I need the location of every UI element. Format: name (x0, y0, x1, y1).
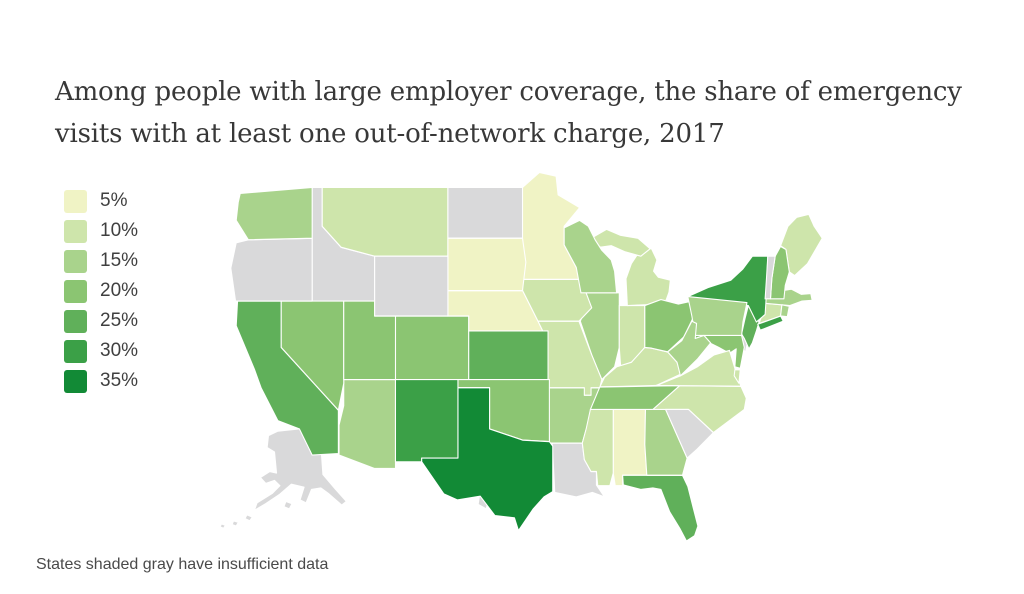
state-mi[interactable]: Michigan: 10% (625, 246, 671, 307)
state-ak[interactable]: Alaska: insufficient data (219, 523, 226, 529)
legend-swatch-10 (64, 219, 87, 243)
state-az[interactable]: Arizona: 15% (338, 378, 397, 470)
state-co[interactable]: Colorado: 20% (394, 315, 470, 381)
legend-label-20: 20% (100, 280, 139, 301)
state-ak[interactable]: Alaska: insufficient data (253, 426, 347, 511)
legend-swatch-15 (64, 249, 87, 273)
state-mt[interactable]: Montana: 10% (321, 186, 449, 257)
state-wv[interactable]: West Virginia: 15% (667, 320, 712, 377)
state-ms[interactable]: Mississippi: 10% (581, 408, 614, 487)
state-nc[interactable]: North Carolina: 10% (652, 384, 747, 434)
state-ne[interactable]: Nebraska: 5% (447, 289, 544, 332)
legend-swatch-35 (64, 369, 87, 393)
legend-label-10: 10% (100, 220, 139, 241)
map-legend: 5% 10% 15% 20% 25% 30% 35% (64, 186, 138, 396)
state-ks[interactable]: Kansas: 25% (468, 330, 550, 381)
state-mo[interactable]: Missouri: 10% (537, 320, 603, 396)
state-vt[interactable]: Vermont: insufficient data (764, 255, 776, 300)
state-wy[interactable]: Wyoming: insufficient data (374, 255, 449, 317)
legend-row-35: 35% (64, 366, 138, 396)
state-pa[interactable]: Pennsylvania: 15% (687, 295, 748, 337)
state-wi[interactable]: Wisconsin: 15% (563, 219, 618, 294)
map-footnote: States shaded gray have insufficient dat… (36, 556, 329, 573)
legend-row-20: 20% (64, 276, 138, 306)
legend-swatch-30 (64, 339, 87, 363)
state-or[interactable]: Oregon: insufficient data (230, 237, 313, 302)
legend-label-5: 5% (100, 190, 128, 211)
legend-swatch-5 (64, 189, 87, 213)
us-choropleth-map: Alabama: 5% Alaska: insufficient data Alas… (219, 171, 823, 542)
state-al[interactable]: Alabama: 5% (612, 408, 648, 487)
state-ak[interactable]: Alaska: insufficient data (244, 514, 253, 522)
state-sc[interactable]: South Carolina: insufficient data (665, 408, 714, 459)
state-mn[interactable]: Minnesota: 5% (521, 171, 582, 280)
legend-row-5: 5% (64, 186, 138, 216)
state-wa[interactable]: Washington: 15% (235, 186, 313, 241)
state-nv[interactable]: Nevada: 20% (280, 300, 345, 411)
legend-row-30: 30% (64, 336, 138, 366)
chart-title: Among people with large employer coverag… (55, 77, 962, 149)
legend-swatch-25 (64, 309, 87, 333)
state-nm[interactable]: New Mexico: 30% (394, 378, 459, 463)
state-ak[interactable]: Alaska: insufficient data (283, 500, 293, 510)
state-ri[interactable]: Rhode Island: 15% (780, 304, 790, 318)
state-nd[interactable]: North Dakota: insufficient data (447, 186, 524, 239)
legend-label-25: 25% (100, 310, 139, 331)
state-ak[interactable]: Alaska: insufficient data (231, 520, 239, 527)
state-va[interactable]: Virginia: 10% (655, 349, 742, 387)
legend-row-15: 15% (64, 246, 138, 276)
state-sd[interactable]: South Dakota: 5% (447, 237, 527, 292)
legend-row-10: 10% (64, 216, 138, 246)
state-ny[interactable]: New York: 30% (757, 315, 784, 331)
state-va[interactable]: Virginia: 10% (733, 369, 741, 384)
legend-label-35: 35% (100, 370, 139, 391)
legend-row-25: 25% (64, 306, 138, 336)
legend-swatch-20 (64, 279, 87, 303)
legend-label-15: 15% (100, 250, 139, 271)
legend-label-30: 30% (100, 340, 139, 361)
state-fl[interactable]: Florida: 25% (622, 474, 699, 542)
state-tx[interactable]: Texas: 35% (421, 387, 554, 532)
